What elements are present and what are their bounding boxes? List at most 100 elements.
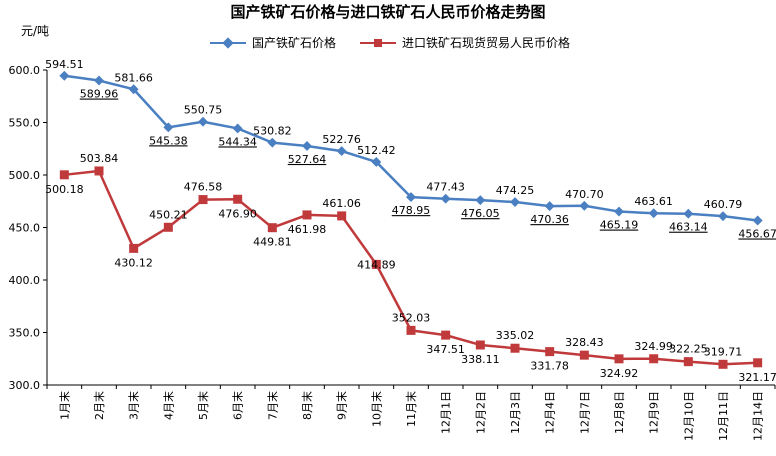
x-tick-label: 6月末: [231, 391, 245, 420]
x-tick-label: 4月末: [161, 391, 175, 420]
point-domestic: [267, 137, 278, 148]
point-domestic: [94, 75, 104, 86]
data-label-import: 331.78: [530, 360, 569, 373]
data-label-import: 503.84: [80, 152, 119, 165]
x-tick-label: 12月10日: [682, 391, 695, 441]
x-tick-label: 12月1日: [440, 391, 453, 434]
point-import: [614, 354, 624, 364]
x-tick-label: 3月末: [127, 391, 141, 420]
data-label-import: 321.17: [738, 371, 776, 384]
y-tick-label: 400.0: [9, 274, 41, 287]
point-domestic: [752, 215, 763, 226]
x-tick-label: 11月末: [404, 391, 418, 427]
x-tick-label: 5月末: [196, 391, 210, 420]
legend: 国产铁矿石价格 进口铁矿石现货贸易人民币价格: [210, 35, 570, 50]
point-import: [510, 343, 520, 353]
point-import: [406, 325, 416, 335]
point-domestic: [59, 70, 70, 81]
data-label-domestic: 477.43: [426, 181, 465, 194]
x-tick-label: 10月末: [369, 391, 383, 427]
y-tick-label: 600.0: [9, 64, 41, 77]
data-label-domestic: 456.67: [738, 227, 776, 240]
point-import: [233, 194, 243, 204]
legend-marker-import: [374, 39, 382, 47]
point-import: [198, 195, 208, 205]
point-import: [129, 243, 139, 253]
point-import: [475, 340, 485, 350]
x-tick-label: 12月2日: [474, 391, 487, 434]
point-domestic: [128, 84, 139, 95]
x-tick-label: 12月11日: [717, 391, 730, 441]
data-label-import: 414.89: [357, 258, 396, 271]
data-label-domestic: 594.51: [45, 58, 84, 71]
point-import: [545, 347, 555, 357]
point-domestic: [440, 193, 451, 204]
data-label-import: 449.81: [253, 236, 292, 249]
point-domestic: [544, 201, 555, 212]
data-label-domestic: 512.42: [357, 144, 396, 157]
chart-title: 国产铁矿石价格与进口铁矿石人民币价格走势图: [230, 3, 545, 21]
legend-item-domestic: 国产铁矿石价格: [210, 35, 336, 50]
data-label-import: 352.03: [392, 311, 431, 324]
data-label-import: 430.12: [114, 256, 153, 269]
point-import: [753, 358, 763, 368]
x-tick-label: 7月末: [265, 391, 279, 420]
point-import: [579, 350, 589, 360]
data-label-import: 338.11: [461, 353, 500, 366]
point-domestic: [510, 197, 520, 207]
data-label-domestic: 527.64: [288, 153, 327, 166]
x-tick-label: 12月4日: [544, 391, 557, 434]
data-label-import: 461.06: [322, 197, 361, 210]
x-tick-label: 1月末: [57, 391, 71, 420]
data-label-domestic: 522.76: [322, 133, 361, 146]
point-import: [163, 222, 173, 232]
point-domestic: [718, 211, 728, 222]
data-label-import: 322.25: [669, 343, 708, 356]
point-domestic: [302, 141, 312, 151]
data-label-domestic: 463.14: [669, 221, 708, 234]
data-label-domestic: 581.66: [114, 71, 153, 84]
point-domestic: [614, 206, 624, 217]
data-label-domestic: 544.34: [218, 135, 257, 148]
data-label-import: 461.98: [288, 223, 327, 236]
point-domestic: [163, 122, 174, 133]
data-label-domestic: 545.38: [149, 134, 188, 147]
y-tick-label: 350.0: [9, 327, 41, 340]
data-label-import: 328.43: [565, 336, 604, 349]
point-domestic: [232, 123, 243, 134]
x-tick-label: 12月7日: [578, 391, 591, 434]
point-domestic: [371, 157, 382, 167]
data-label-domestic: 530.82: [253, 125, 292, 138]
point-domestic: [648, 208, 659, 219]
y-tick-label: 550.0: [9, 117, 41, 130]
data-label-import: 319.71: [704, 345, 743, 358]
point-import: [649, 354, 659, 364]
data-label-domestic: 589.96: [80, 88, 119, 101]
axes: 300.0 350.0 400.0 450.0 500.0 550.0 600.0 1月末 2月…: [9, 64, 776, 441]
data-label-import: 347.51: [426, 343, 465, 356]
point-import: [59, 170, 69, 180]
point-domestic: [336, 146, 347, 157]
point-domestic: [475, 195, 486, 206]
legend-marker-domestic: [222, 37, 234, 49]
data-label-domestic: 476.05: [461, 207, 500, 220]
x-tick-label: 12月3日: [509, 391, 522, 434]
point-import: [441, 330, 451, 340]
point-import: [371, 259, 381, 269]
x-tick-label: 2月末: [92, 391, 106, 420]
data-label-domestic: 460.79: [704, 198, 743, 211]
point-import: [302, 210, 312, 220]
y-tick-label: 300.0: [9, 379, 41, 392]
data-label-import: 500.18: [45, 183, 84, 196]
x-tick-label: 12月8日: [613, 391, 626, 434]
data-label-import: 324.99: [634, 340, 673, 353]
legend-label-domestic: 国产铁矿石价格: [252, 35, 336, 50]
data-label-domestic: 550.75: [184, 104, 223, 117]
point-domestic: [198, 116, 208, 127]
y-tick-label: 500.0: [9, 169, 41, 182]
data-label-domestic: 474.25: [496, 184, 535, 197]
x-tick-label: 9月末: [335, 391, 349, 420]
point-domestic: [683, 208, 694, 219]
y-axis-unit: 元/吨: [21, 24, 49, 38]
